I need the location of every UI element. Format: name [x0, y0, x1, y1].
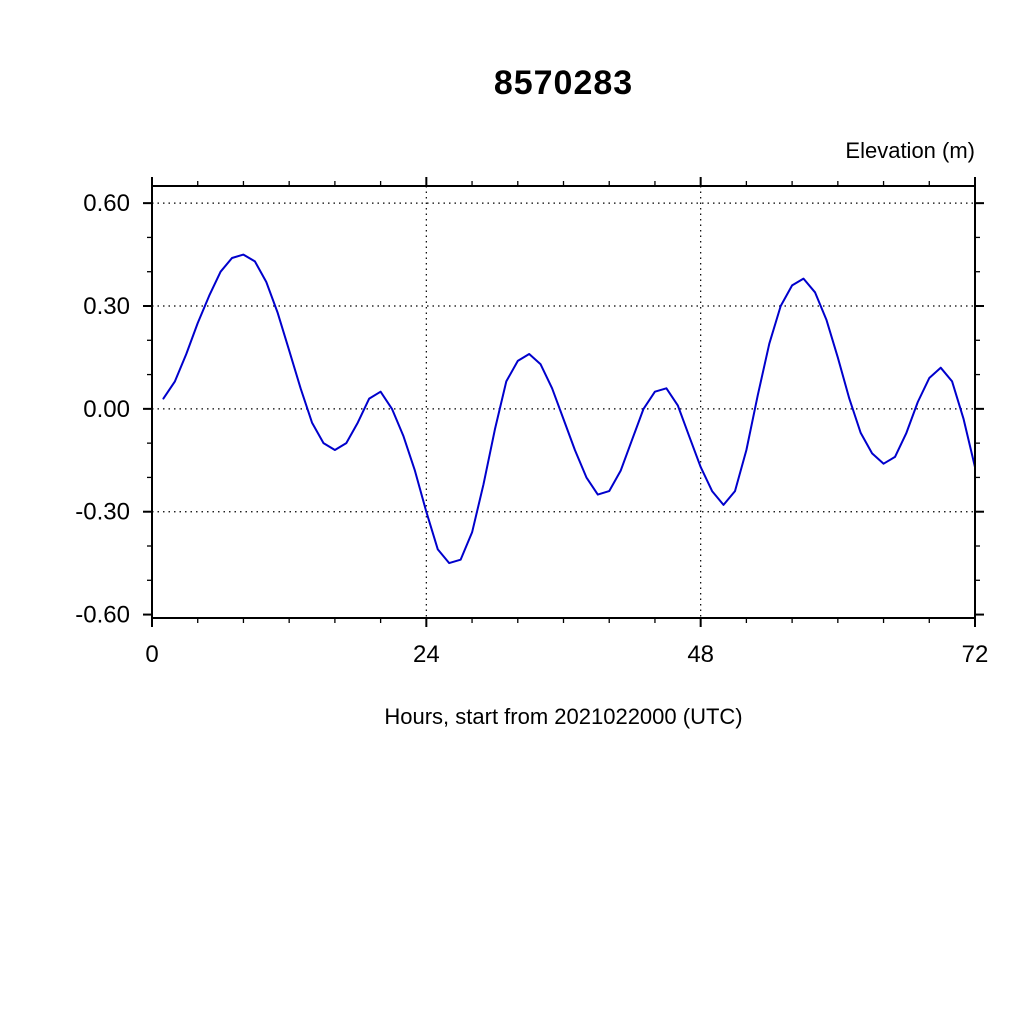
chart-title: 8570283: [493, 64, 634, 102]
tick-labels: 0 24 48 72 0.60 0.30 0.00 -0.30 -0.60: [75, 190, 988, 668]
y-tick-label: 0.60: [83, 190, 130, 217]
axis-frame: [151, 185, 976, 619]
elevation-axis-label: Elevation (m): [845, 138, 975, 163]
y-tick-label: 0.00: [83, 396, 130, 423]
hours-axis-label: Hours, start from 2021022000 (UTC): [384, 704, 743, 729]
y-tick-label: -0.30: [75, 499, 130, 526]
elevation-series: [162, 253, 976, 565]
x-tick-label: 48: [687, 641, 714, 668]
y-tick-label: 0.30: [83, 293, 130, 320]
grid-lines: [152, 186, 975, 618]
x-tick-label: 24: [413, 641, 440, 668]
tick-marks: [143, 177, 984, 627]
y-tick-label: -0.60: [75, 602, 130, 629]
x-tick-label: 72: [962, 641, 989, 668]
x-tick-label: 0: [145, 641, 158, 668]
tide-elevation-line: [162, 253, 976, 565]
